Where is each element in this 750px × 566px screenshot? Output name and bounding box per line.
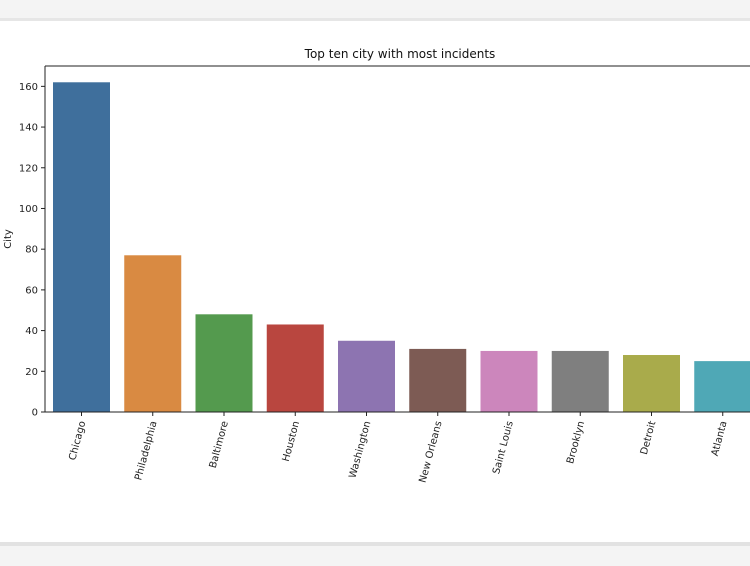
plot-area: 0 20 40 60 80 100 120 140 160 Chicago Philadelphia… [19,65,750,484]
bottom-margin [0,546,750,566]
bar-brooklyn [551,350,609,412]
bar-washington [338,340,395,412]
y-axis-title: City [3,229,14,249]
bar-chicago [53,82,110,413]
y-tick-label: 20 [25,367,38,378]
bar-philadelphia [124,255,182,412]
bar-detroit [623,355,680,412]
y-tick-label: 140 [19,123,38,134]
y-tick-label: 160 [19,82,38,93]
bar-houston [266,324,324,412]
bar-new-orleans [409,348,467,412]
x-tick-label: Atlanta [710,420,730,458]
y-tick-label: 60 [25,285,38,296]
x-tick-label: Chicago [67,420,88,462]
top-divider [0,18,750,21]
y-tick-label: 100 [19,204,38,215]
top-margin [0,0,750,18]
x-tick-label: Houston [281,420,302,463]
x-tick-label: New Orleans [418,420,445,484]
x-tick-label: Saint Louis [491,420,516,476]
x-tick-label: Philadelphia [133,420,159,482]
x-tick-label: Detroit [639,420,659,456]
x-tick-label: Washington [348,420,374,480]
y-tick-label: 80 [25,245,38,256]
bar-atlanta [694,361,750,412]
bar-baltimore [195,314,253,412]
bottom-divider [0,542,750,546]
y-tick-label: 40 [25,326,38,337]
bar-saint-louis [480,350,538,412]
y-tick-label: 120 [19,163,38,174]
x-tick-label: Baltimore [208,420,231,470]
y-tick-label: 0 [32,408,38,419]
chart-title: Top ten city with most incidents [304,47,496,61]
x-tick-label: Brooklyn [565,420,587,465]
